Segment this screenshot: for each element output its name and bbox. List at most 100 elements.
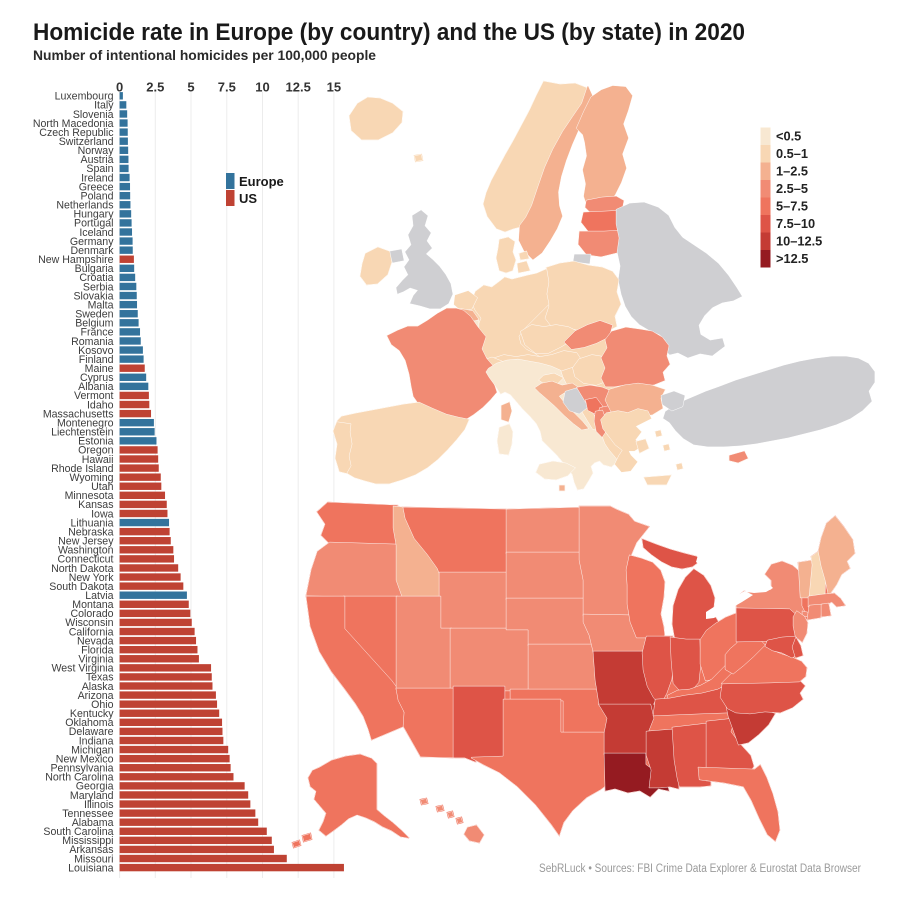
svg-text:Oklahoma: Oklahoma [65,717,113,729]
svg-text:Romania: Romania [71,336,114,348]
svg-text:Estonia: Estonia [78,436,113,448]
svg-text:Minnesota: Minnesota [65,490,114,502]
svg-text:Illinois: Illinois [84,799,113,811]
svg-text:Lithuania: Lithuania [70,517,113,529]
svg-text:2.5: 2.5 [146,80,164,95]
svg-text:Albania: Albania [78,381,113,393]
svg-text:Arkansas: Arkansas [69,844,113,856]
svg-text:California: California [69,626,114,638]
svg-text:Netherlands: Netherlands [56,200,113,212]
svg-text:New Jersey: New Jersey [58,536,114,548]
svg-text:Slovakia: Slovakia [73,290,113,302]
svg-text:Idaho: Idaho [87,399,114,411]
svg-text:Luxembourg: Luxembourg [55,91,114,103]
svg-text:Nebraska: Nebraska [68,526,113,538]
svg-text:>12.5: >12.5 [776,251,808,266]
svg-text:Liechtenstein: Liechtenstein [51,427,114,439]
svg-text:Connecticut: Connecticut [58,554,114,566]
svg-text:5: 5 [187,80,194,95]
svg-text:Rhode Island: Rhode Island [51,463,114,475]
svg-text:Europe: Europe [239,174,284,189]
svg-text:Massachusetts: Massachusetts [43,408,114,420]
svg-text:Belgium: Belgium [75,318,113,330]
svg-text:Vermont: Vermont [74,390,114,402]
svg-text:0: 0 [116,80,123,95]
svg-text:New Mexico: New Mexico [56,753,114,765]
svg-text:10: 10 [255,80,269,95]
svg-text:Maryland: Maryland [70,790,114,802]
svg-text:Wisconsin: Wisconsin [65,617,113,629]
svg-text:7.5–10: 7.5–10 [776,216,815,231]
svg-text:Michigan: Michigan [71,744,114,756]
svg-text:Alaska: Alaska [82,681,114,693]
svg-text:Montana: Montana [72,599,113,611]
svg-text:Hungary: Hungary [73,209,114,221]
svg-text:Alabama: Alabama [72,817,114,829]
svg-text:Oregon: Oregon [78,445,113,457]
svg-text:Serbia: Serbia [83,281,114,293]
svg-text:Delaware: Delaware [69,726,114,738]
svg-text:Nevada: Nevada [77,635,114,647]
svg-text:Germany: Germany [70,236,114,248]
svg-text:Croatia: Croatia [79,272,113,284]
svg-text:12.5: 12.5 [286,80,311,95]
svg-text:Indiana: Indiana [79,735,114,747]
svg-text:West Virginia: West Virginia [51,663,113,675]
svg-text:New York: New York [69,572,114,584]
svg-text:Bulgaria: Bulgaria [75,263,114,275]
svg-text:Texas: Texas [86,672,114,684]
svg-text:Homicide rate in Europe (by co: Homicide rate in Europe (by country) and… [33,19,745,46]
svg-text:US: US [239,191,257,206]
svg-text:Denmark: Denmark [71,245,115,257]
svg-text:Wyoming: Wyoming [69,472,113,484]
svg-text:South Carolina: South Carolina [43,826,113,838]
svg-text:Spain: Spain [86,163,113,175]
svg-text:Tennessee: Tennessee [62,808,113,820]
svg-text:Florida: Florida [81,644,113,656]
svg-text:Pennsylvania: Pennsylvania [50,763,113,775]
svg-text:Georgia: Georgia [76,781,114,793]
svg-text:Missouri: Missouri [74,853,113,865]
svg-text:Finland: Finland [79,354,114,366]
svg-text:5–7.5: 5–7.5 [776,199,808,214]
svg-text:Sweden: Sweden [75,309,113,321]
svg-text:Arizona: Arizona [78,690,114,702]
svg-text:Greece: Greece [79,181,114,193]
svg-text:Montenegro: Montenegro [57,417,114,429]
svg-text:New Hampshire: New Hampshire [38,254,113,266]
svg-text:Austria: Austria [81,154,114,166]
svg-text:Kentucky: Kentucky [70,708,114,720]
svg-text:Malta: Malta [88,299,114,311]
svg-text:Italy: Italy [94,100,114,112]
svg-text:Norway: Norway [78,145,115,157]
svg-text:Ireland: Ireland [81,172,113,184]
svg-text:Virginia: Virginia [78,654,113,666]
svg-text:Kansas: Kansas [78,499,113,511]
svg-text:North Macedonia: North Macedonia [33,118,114,130]
svg-text:Portugal: Portugal [74,218,113,230]
svg-text:Ohio: Ohio [91,699,113,711]
svg-text:Switzerland: Switzerland [59,136,114,148]
svg-text:Louisiana: Louisiana [68,862,113,874]
svg-text:Washington: Washington [58,545,114,557]
svg-text:Iceland: Iceland [79,227,113,239]
svg-text:Mississippi: Mississippi [62,835,113,847]
svg-text:Kosovo: Kosovo [78,345,113,357]
svg-text:0.5–1: 0.5–1 [776,146,808,161]
svg-text:10–12.5: 10–12.5 [776,234,822,249]
svg-text:Iowa: Iowa [91,508,113,520]
svg-text:Cyprus: Cyprus [80,372,114,384]
svg-text:North Carolina: North Carolina [45,772,113,784]
svg-text:Slovenia: Slovenia [73,109,114,121]
svg-text:South Dakota: South Dakota [49,581,113,593]
svg-text:Number of intentional homicide: Number of intentional homicides per 100,… [33,48,376,64]
svg-text:Colorado: Colorado [71,608,114,620]
svg-text:Czech Republic: Czech Republic [39,127,114,139]
svg-text:Utah: Utah [91,481,113,493]
svg-text:2.5–5: 2.5–5 [776,181,808,196]
svg-text:France: France [81,327,114,339]
svg-text:1–2.5: 1–2.5 [776,164,808,179]
svg-text:Poland: Poland [81,190,114,202]
svg-text:15: 15 [327,80,341,95]
svg-text:7.5: 7.5 [218,80,236,95]
